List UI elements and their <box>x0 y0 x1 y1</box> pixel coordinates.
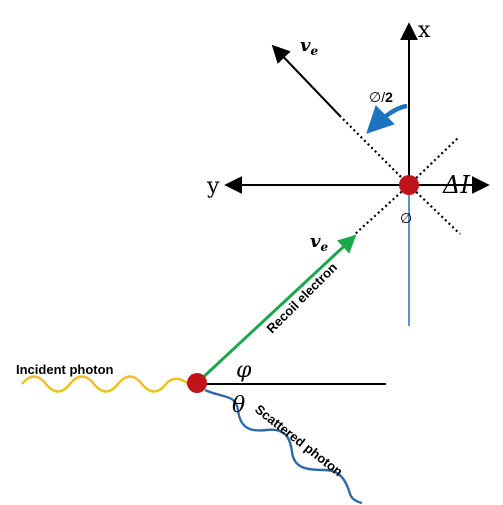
scattered-photon-label: Scattered photon <box>252 402 346 480</box>
phi-angle-label: φ <box>236 358 252 383</box>
y-axis-label: y <box>206 174 220 199</box>
incident-photon-wave <box>21 375 189 393</box>
ve-mid-label: ve <box>310 231 328 254</box>
recoil-electron-label: Recoil electron <box>264 260 341 337</box>
incident-electron-particle <box>187 373 207 393</box>
scattered-electron-particle <box>399 175 419 195</box>
half-angle-label: ∅/2 <box>369 89 393 105</box>
dotted-diagonal-upper-right <box>408 136 460 186</box>
recoil-electron-arrow <box>196 234 357 384</box>
theta-angle-label: θ <box>232 393 245 418</box>
dotted-diagonal-lower-left <box>353 184 410 236</box>
ve-direction-arrow <box>271 44 342 118</box>
incident-photon-label: Incident photon <box>16 362 114 377</box>
dotted-diagonal-lower-right <box>408 184 461 235</box>
x-axis-label: x <box>418 18 431 43</box>
dotted-diagonal-upper-left <box>342 118 410 186</box>
scattered-photon-wave <box>204 388 363 505</box>
half-angle-arc-arrow <box>366 103 408 134</box>
ve-top-label: ve <box>300 35 318 58</box>
phi-small-label: ∅ <box>400 210 412 226</box>
delta-i-label: ΔI <box>442 171 470 199</box>
